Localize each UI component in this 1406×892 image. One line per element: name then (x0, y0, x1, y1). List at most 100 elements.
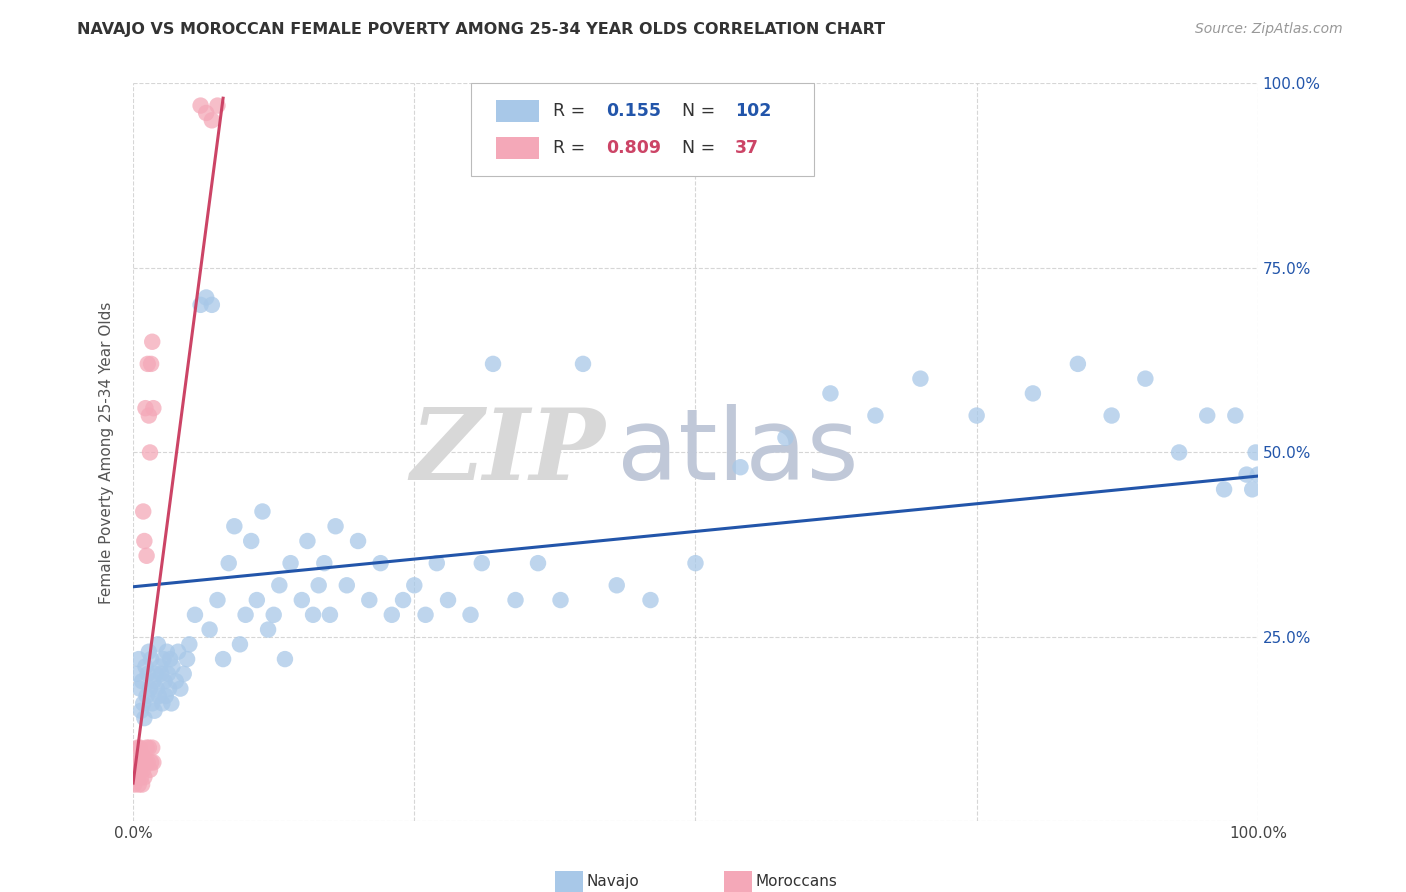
Text: 0.809: 0.809 (606, 138, 662, 157)
Point (415, 607, 437, 622)
Point (142, 674, 165, 689)
Point (128, 756, 150, 770)
Point (1241, 483, 1264, 497)
Point (132, 763, 155, 777)
Point (190, 298, 212, 312)
Point (134, 534, 156, 549)
Point (131, 778, 153, 792)
Point (527, 556, 550, 570)
Point (149, 659, 172, 673)
Point (128, 652, 150, 666)
Point (198, 623, 221, 637)
Text: 102: 102 (735, 102, 772, 120)
Point (240, 534, 263, 549)
Point (129, 704, 152, 718)
Point (184, 607, 207, 622)
Point (142, 756, 165, 770)
Text: Source: ZipAtlas.com: Source: ZipAtlas.com (1195, 22, 1343, 37)
Point (1244, 445, 1267, 459)
Point (165, 674, 187, 689)
Point (201, 298, 224, 312)
Point (572, 357, 595, 371)
Text: R =: R = (553, 138, 591, 157)
Point (128, 681, 150, 696)
Point (212, 652, 235, 666)
Point (160, 697, 183, 711)
Point (136, 756, 159, 770)
Point (139, 652, 162, 666)
Point (280, 556, 302, 570)
Point (139, 763, 162, 777)
Point (505, 593, 527, 607)
Point (128, 740, 150, 755)
Point (437, 593, 460, 607)
Point (156, 666, 179, 681)
Point (132, 504, 155, 518)
Point (173, 666, 195, 681)
Point (252, 504, 274, 518)
Point (336, 578, 359, 592)
Point (482, 357, 505, 371)
Point (224, 519, 246, 533)
Point (966, 409, 988, 423)
Point (730, 460, 752, 475)
Point (141, 740, 163, 755)
Point (269, 578, 291, 592)
Point (370, 556, 392, 570)
Point (134, 401, 156, 416)
Point (297, 534, 319, 549)
Point (155, 689, 177, 703)
Point (139, 756, 162, 770)
Point (152, 652, 174, 666)
Point (135, 740, 157, 755)
Point (179, 637, 201, 651)
Text: Navajo: Navajo (586, 874, 640, 888)
Point (195, 290, 218, 304)
Point (218, 556, 240, 570)
Point (129, 756, 152, 770)
Point (325, 519, 347, 533)
Point (640, 593, 662, 607)
Point (190, 98, 212, 112)
Point (1213, 483, 1236, 497)
Point (148, 689, 170, 703)
Point (246, 593, 269, 607)
Point (381, 607, 404, 622)
Point (134, 756, 156, 770)
Point (145, 666, 167, 681)
Point (124, 770, 146, 784)
Point (291, 593, 314, 607)
Point (169, 681, 191, 696)
FancyBboxPatch shape (496, 100, 538, 122)
Point (1247, 467, 1270, 482)
Point (146, 637, 169, 651)
Point (162, 659, 184, 673)
Point (319, 607, 342, 622)
Point (910, 371, 932, 385)
Point (138, 740, 160, 755)
Point (685, 556, 707, 570)
Text: 0.155: 0.155 (606, 102, 662, 120)
Point (308, 578, 330, 592)
Point (257, 623, 280, 637)
Point (606, 578, 628, 592)
Point (136, 666, 159, 681)
Point (426, 556, 449, 570)
FancyBboxPatch shape (496, 136, 538, 159)
Point (128, 778, 150, 792)
Point (235, 607, 257, 622)
Point (127, 770, 149, 784)
Point (135, 689, 157, 703)
Point (134, 770, 156, 784)
Point (134, 659, 156, 673)
Point (157, 681, 180, 696)
Point (167, 645, 190, 659)
Point (176, 652, 198, 666)
Point (145, 681, 167, 696)
Text: N =: N = (682, 138, 721, 157)
Text: ZIP: ZIP (411, 404, 606, 500)
Point (127, 740, 149, 755)
Point (207, 98, 229, 112)
Point (775, 431, 797, 445)
Point (143, 704, 166, 718)
